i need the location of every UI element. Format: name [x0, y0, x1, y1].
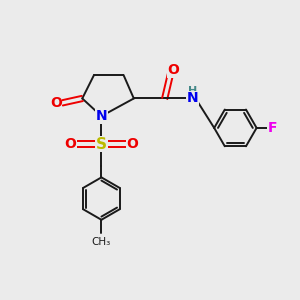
- Text: O: O: [168, 63, 179, 77]
- Text: N: N: [96, 109, 107, 123]
- Text: O: O: [64, 137, 76, 151]
- Text: CH₃: CH₃: [92, 237, 111, 247]
- Text: O: O: [126, 137, 138, 151]
- Text: H: H: [188, 86, 197, 96]
- Text: F: F: [268, 121, 278, 135]
- Text: S: S: [96, 136, 107, 152]
- Text: N: N: [187, 92, 199, 106]
- Text: O: O: [50, 96, 62, 110]
